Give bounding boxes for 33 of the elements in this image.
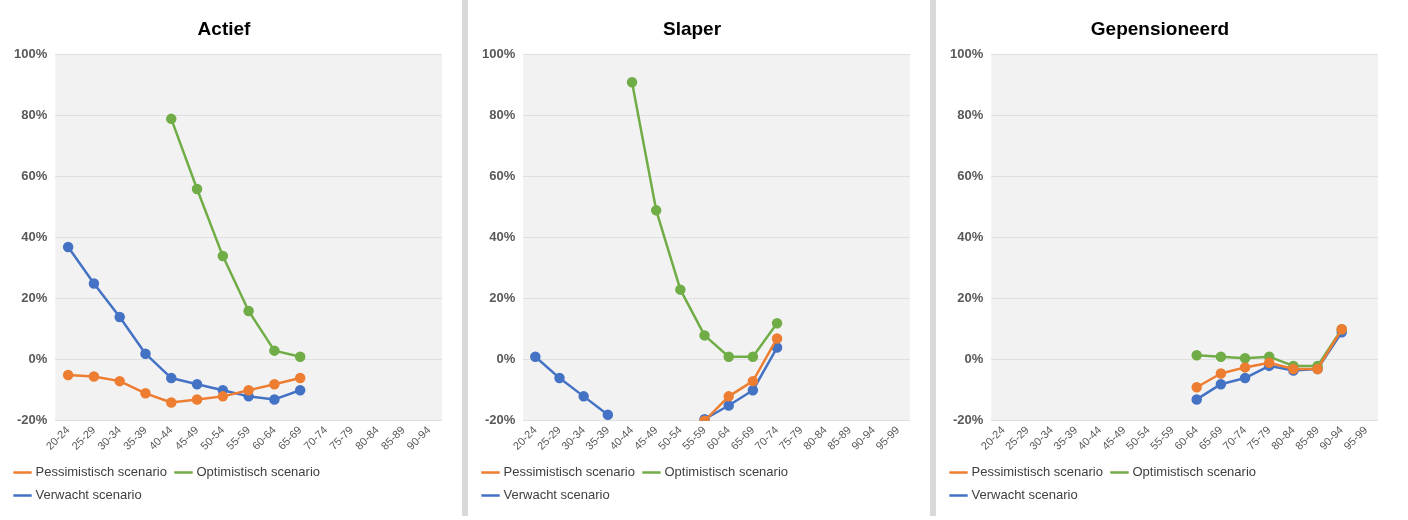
y-tick-label: 20% (21, 290, 48, 306)
legend-label: Verwacht scenario (971, 487, 1078, 503)
y-tick-label: 20% (489, 290, 516, 306)
chart-title: Gepensioneerd (1090, 17, 1230, 39)
legend-label: Optimistisch scenario (664, 464, 789, 480)
y-tick-label: -20% (484, 412, 516, 428)
chart-title: Slaper (662, 17, 722, 39)
y-tick-label: 0% (964, 351, 984, 367)
y-tick-label: 60% (21, 168, 48, 184)
y-tick-label: 100% (482, 46, 516, 62)
legend-label: Pessimistisch scenario (971, 464, 1103, 480)
legend-label: Pessimistisch scenario (35, 464, 167, 480)
y-tick-label: 0% (496, 351, 516, 367)
legend-label: Optimistisch scenario (196, 464, 321, 480)
y-tick-label: 0% (28, 351, 48, 367)
y-tick-label: 40% (957, 229, 984, 245)
legend-label: Pessimistisch scenario (503, 464, 635, 480)
y-tick-label: 80% (957, 107, 984, 123)
y-tick-label: 40% (489, 229, 516, 245)
y-tick-label: 60% (957, 168, 984, 184)
legend-label: Optimistisch scenario (1132, 464, 1257, 480)
legend-label: Verwacht scenario (35, 487, 142, 503)
chart-title: Actief (197, 17, 252, 39)
y-tick-label: 100% (14, 46, 48, 62)
legend-label: Verwacht scenario (503, 487, 610, 503)
y-tick-label: 80% (21, 107, 48, 123)
y-tick-label: -20% (952, 412, 984, 428)
y-tick-label: 40% (21, 229, 48, 245)
y-tick-label: 100% (950, 46, 984, 62)
y-tick-label: 20% (957, 290, 984, 306)
y-tick-label: -20% (16, 412, 48, 428)
y-tick-label: 80% (489, 107, 516, 123)
y-tick-label: 60% (489, 168, 516, 184)
